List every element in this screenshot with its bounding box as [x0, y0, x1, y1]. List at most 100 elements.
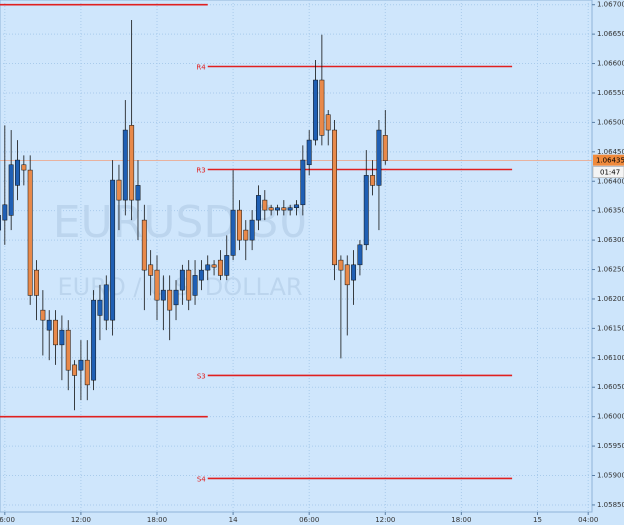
timer-box — [592, 166, 624, 178]
candle-body — [97, 299, 103, 316]
y-tick-label: 1.06050 — [597, 383, 624, 391]
candle-body — [27, 169, 33, 296]
y-tick-label: 1.06000 — [597, 413, 624, 421]
candle-body — [236, 209, 242, 241]
candle-body — [281, 207, 287, 211]
candle-body — [357, 244, 363, 266]
candle-body — [59, 329, 65, 346]
candle-body — [46, 319, 52, 331]
candle-body — [135, 185, 141, 201]
candle-body — [72, 364, 78, 376]
candle-body — [211, 264, 217, 268]
candle-body — [382, 135, 388, 161]
candle-body — [160, 289, 166, 301]
x-tick-label: 06:00 — [299, 516, 319, 524]
watermark: EURUSD 30 — [53, 197, 308, 248]
pivot-label: S4 — [197, 475, 206, 483]
candle-body — [256, 195, 261, 221]
candle-body — [294, 204, 299, 208]
y-tick-label: 1.06500 — [597, 118, 624, 126]
x-tick-label: 04:00 — [578, 516, 598, 524]
candle-body — [53, 319, 58, 346]
y-tick-label: 1.06600 — [597, 60, 624, 68]
candle-body — [148, 264, 154, 276]
candle-body — [319, 79, 325, 136]
x-tick-label: 12:00 — [375, 516, 395, 524]
candle-body — [34, 269, 39, 296]
candle-body — [306, 139, 312, 166]
y-tick-label: 1.06100 — [597, 354, 624, 362]
candle-body — [338, 259, 344, 271]
candle-body — [287, 207, 293, 211]
candle-body — [129, 125, 135, 201]
pivot-label: R4 — [196, 64, 206, 72]
candle-body — [0, 215, 1, 231]
candle-body — [179, 269, 185, 291]
y-tick-label: 1.06400 — [597, 177, 624, 185]
x-tick-label: 18:00 — [451, 516, 471, 524]
price-box — [593, 154, 624, 166]
candle-body — [154, 269, 160, 301]
y-tick-label: 1.05950 — [597, 442, 624, 450]
y-tick-label: 1.06200 — [597, 295, 624, 303]
candle-body — [116, 179, 122, 201]
y-tick-label: 1.05900 — [597, 472, 624, 480]
candle-body — [325, 114, 331, 131]
candle-body — [351, 264, 357, 281]
x-tick-label: 14 — [229, 516, 238, 524]
candle-body — [173, 289, 179, 306]
candle-body — [141, 219, 147, 271]
candle-body — [21, 164, 27, 171]
candle-body — [376, 129, 382, 186]
candle-body — [8, 164, 14, 216]
candle-body — [84, 359, 90, 386]
y-tick-label: 1.06700 — [597, 1, 624, 9]
candle-body — [217, 259, 223, 276]
candle-body — [103, 284, 109, 321]
candle-body — [243, 229, 249, 241]
x-tick-label: 06:00 — [0, 516, 15, 524]
marks: R4 R3 S3 S4 — [0, 3, 592, 483]
candle-body — [344, 264, 350, 286]
candle-body — [370, 175, 376, 186]
candle-body — [2, 204, 8, 221]
y-tick-label: 1.06300 — [597, 236, 624, 244]
candle-body — [275, 207, 280, 211]
candle-body — [332, 129, 338, 266]
candle-body — [224, 255, 230, 276]
y-tick-label: 1.06550 — [597, 89, 624, 97]
candle-body — [65, 329, 71, 371]
x-tick-label: 12:00 — [71, 516, 91, 524]
y-tick-label: 1.05850 — [597, 501, 624, 509]
timer-label: 01:47 — [600, 169, 620, 177]
plot-area — [0, 0, 593, 513]
candle-body — [313, 79, 318, 141]
candle-body — [110, 179, 116, 321]
candle-body — [91, 299, 97, 381]
candle-body — [205, 264, 211, 271]
candle-body — [300, 159, 306, 206]
candle-body — [268, 207, 274, 211]
candle-body — [192, 275, 198, 296]
y-tick-label: 1.06150 — [597, 324, 624, 332]
candle-body — [198, 269, 204, 281]
candle-body — [230, 209, 236, 256]
candle-body — [15, 159, 20, 186]
candle-body — [363, 175, 369, 246]
candle-body — [40, 309, 46, 321]
x-tick-label: 15 — [533, 516, 542, 524]
pivot-label: S3 — [197, 372, 206, 380]
candle-body — [167, 289, 173, 311]
candle-body — [78, 359, 84, 371]
y-tick-label: 1.06450 — [597, 148, 624, 156]
y-tick-label: 1.06350 — [597, 207, 624, 215]
x-tick-label: 18:00 — [147, 516, 167, 524]
candle-body — [262, 199, 268, 211]
pivot-label: R3 — [196, 166, 205, 174]
candle-body — [122, 129, 128, 201]
candle-body — [249, 219, 255, 241]
y-tick-label: 1.06250 — [597, 266, 624, 274]
